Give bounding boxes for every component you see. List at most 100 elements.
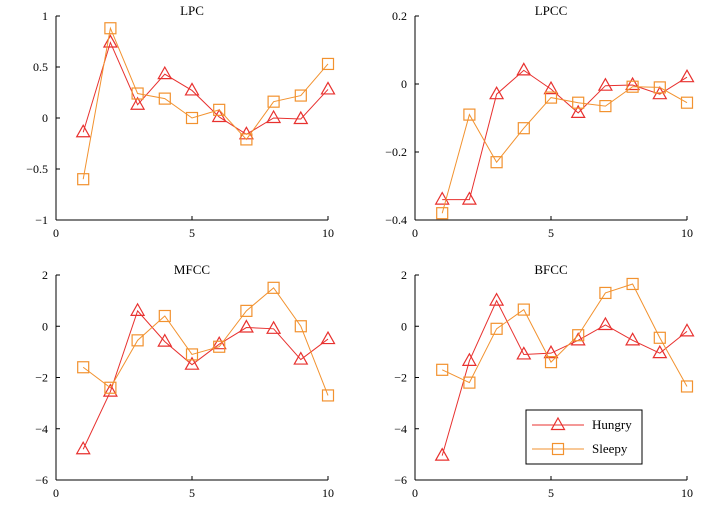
x-tick-label: 0 <box>412 226 418 240</box>
y-tick-label: −6 <box>394 473 407 487</box>
series-line-sleepy <box>441 283 688 387</box>
y-tick-label: −0.4 <box>385 213 407 227</box>
x-tick-label: 10 <box>681 486 693 500</box>
data-point-hungry <box>293 351 309 365</box>
x-tick-label: 0 <box>53 486 59 500</box>
y-tick-label: 0 <box>401 77 407 91</box>
data-point-hungry <box>75 124 91 138</box>
data-point-hungry <box>320 81 336 95</box>
y-tick-label: −2 <box>35 371 48 385</box>
data-point-sleepy <box>294 89 307 102</box>
data-point-sleepy <box>436 363 449 376</box>
data-point-sleepy <box>653 331 666 344</box>
data-point-sleepy <box>267 281 280 294</box>
data-point-sleepy <box>240 304 253 317</box>
data-point-sleepy <box>321 389 335 402</box>
data-point-sleepy <box>544 356 558 369</box>
y-tick-label: 0 <box>401 319 407 333</box>
data-point-hungry <box>130 96 146 110</box>
data-point-sleepy <box>517 303 530 316</box>
y-tick-label: −0.2 <box>385 145 407 159</box>
data-point-sleepy <box>185 348 199 361</box>
panel-title: LPCC <box>535 3 568 18</box>
data-point-hungry <box>516 346 532 360</box>
x-tick-label: 10 <box>322 486 334 500</box>
panel-title: MFCC <box>174 262 210 277</box>
y-tick-label: −6 <box>35 473 48 487</box>
series-sleepy <box>436 277 694 393</box>
x-tick-label: 5 <box>548 486 554 500</box>
x-tick-label: 0 <box>412 486 418 500</box>
data-point-hungry <box>461 191 477 205</box>
data-point-hungry <box>461 352 477 366</box>
panel-bfcc: BFCC −6 −4 −2 0 2 0 5 10 <box>394 262 695 500</box>
legend-sleepy-label: Sleepy <box>592 441 628 456</box>
x-tick-label: 5 <box>189 226 195 240</box>
x-tick-label: 0 <box>53 226 59 240</box>
y-tick-label: −0.5 <box>26 162 48 176</box>
data-point-sleepy <box>626 277 639 291</box>
data-point-hungry <box>597 316 613 331</box>
panel-lpcc: LPCC −0.4 −0.2 0 0.2 0 5 10 <box>385 3 695 240</box>
data-point-sleepy <box>131 87 144 100</box>
data-point-sleepy <box>267 95 280 108</box>
y-tick-label: −4 <box>35 422 48 436</box>
x-tick-label: 10 <box>681 226 693 240</box>
data-point-hungry <box>625 76 641 91</box>
data-point-hungry <box>320 330 336 345</box>
panel-lpc: LPC−1−0.500.510 5 10 <box>26 3 336 240</box>
data-point-sleepy <box>599 99 612 113</box>
x-tick-label: 5 <box>189 486 195 500</box>
legend-box <box>525 409 643 465</box>
data-point-sleepy <box>517 122 530 135</box>
data-point-hungry <box>516 62 532 76</box>
x-tick-label: 5 <box>548 226 554 240</box>
panel-title: LPC <box>180 3 204 18</box>
data-point-sleepy <box>463 376 476 389</box>
series-sleepy <box>77 281 335 402</box>
series-hungry <box>434 292 695 461</box>
data-point-sleepy <box>158 92 171 105</box>
data-point-sleepy <box>599 286 612 300</box>
y-tick-label: −4 <box>394 422 407 436</box>
legend: Hungry Sleepy <box>525 409 643 465</box>
data-point-sleepy <box>490 156 503 169</box>
data-point-sleepy <box>544 91 558 104</box>
legend-sleepy-marker <box>551 442 565 456</box>
y-tick-label: 1 <box>42 9 48 23</box>
data-point-hungry <box>75 441 91 455</box>
data-point-sleepy <box>626 80 639 93</box>
y-tick-label: 0.2 <box>392 9 407 23</box>
data-point-hungry <box>679 68 695 83</box>
legend-hungry-marker <box>550 416 566 431</box>
data-point-sleepy <box>680 380 694 393</box>
data-point-hungry <box>489 292 505 306</box>
data-point-sleepy <box>77 173 90 186</box>
series-line-sleepy <box>441 86 688 214</box>
series-line-hungry <box>82 41 329 135</box>
data-point-hungry <box>625 332 641 346</box>
x-tick-label: 10 <box>322 226 334 240</box>
data-point-hungry <box>102 383 118 397</box>
data-point-sleepy <box>185 111 199 125</box>
series-hungry <box>75 34 336 140</box>
y-tick-label: 0.5 <box>33 60 48 74</box>
data-point-sleepy <box>653 81 666 94</box>
y-tick-label: −1 <box>35 213 48 227</box>
series-sleepy <box>436 80 694 220</box>
data-point-hungry <box>266 109 282 124</box>
data-point-sleepy <box>104 22 117 35</box>
data-point-sleepy <box>490 322 503 335</box>
data-point-hungry <box>157 65 173 80</box>
data-point-hungry <box>266 320 282 334</box>
y-tick-label: 0 <box>42 111 48 125</box>
series-line-sleepy <box>82 26 329 180</box>
data-point-sleepy <box>158 309 171 323</box>
y-tick-label: 2 <box>42 268 48 282</box>
y-tick-label: 2 <box>401 268 407 282</box>
data-point-hungry <box>130 302 146 316</box>
data-point-hungry <box>597 77 613 91</box>
data-point-sleepy <box>104 381 117 394</box>
